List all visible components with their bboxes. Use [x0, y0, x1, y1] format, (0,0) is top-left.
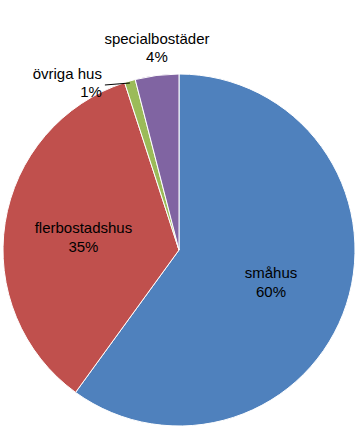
svg-text:småhus60%: småhus60%	[245, 264, 298, 300]
svg-text:flerbostadshus35%: flerbostadshus35%	[35, 219, 133, 255]
svg-text:övriga hus1%: övriga hus1%	[33, 65, 102, 100]
svg-text:specialbostäder4%: specialbostäder4%	[104, 30, 209, 65]
